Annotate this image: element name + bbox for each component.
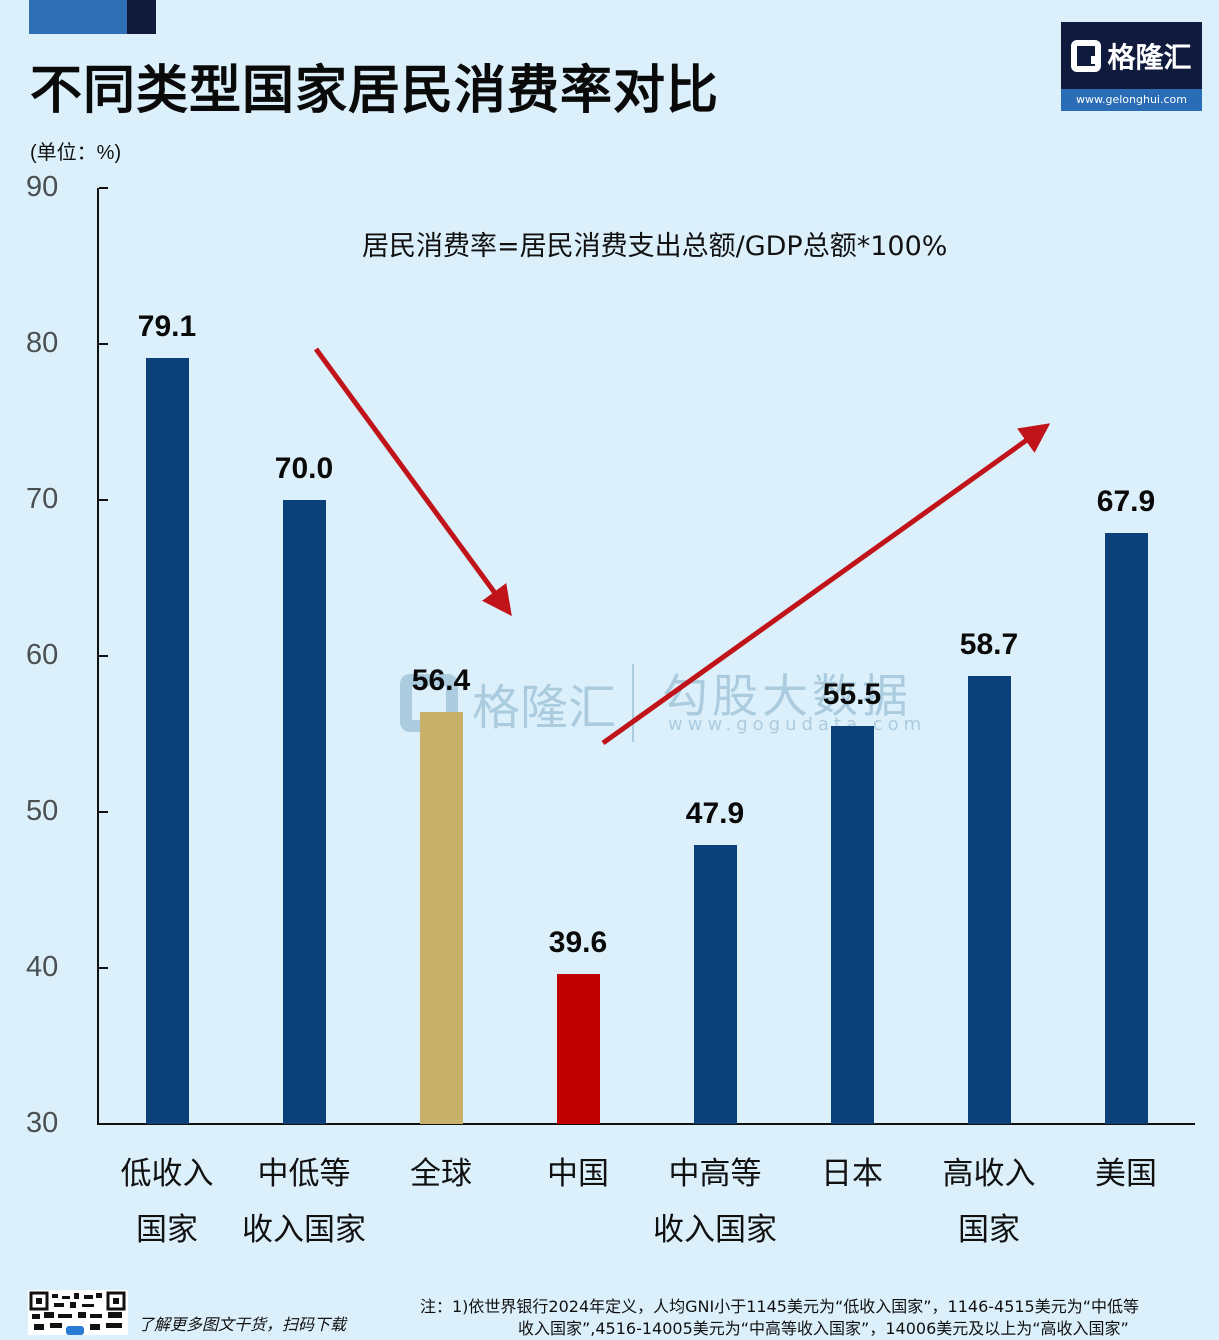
y-tick-mark bbox=[99, 1123, 108, 1125]
bar bbox=[1104, 532, 1148, 1124]
y-tick-mark bbox=[99, 967, 108, 969]
category-label: 全球 bbox=[366, 1146, 516, 1202]
category-label-line-2: 收入国家 bbox=[242, 1212, 366, 1248]
category-label: 中高等 收入国家 bbox=[640, 1146, 790, 1258]
category-label-line-2: 国家 bbox=[136, 1212, 198, 1248]
bar-value-label: 58.7 bbox=[959, 628, 1019, 662]
y-tick-mark bbox=[99, 343, 108, 345]
y-tick-label: 40 bbox=[26, 951, 59, 983]
category-label-line-1: 日本 bbox=[821, 1156, 883, 1192]
category-label: 高收入 国家 bbox=[914, 1146, 1064, 1258]
y-tick-mark bbox=[99, 811, 108, 813]
category-label-line-1: 美国 bbox=[1095, 1156, 1157, 1192]
logo-url: www.gelonghui.com bbox=[1061, 89, 1202, 111]
header-accent-block-dark bbox=[127, 0, 156, 34]
footnote: 注：1)依世界银行2024年定义，人均GNI小于1145美元为“低收入国家”，1… bbox=[420, 1296, 1215, 1340]
category-label-line-1: 高收入 bbox=[942, 1156, 1036, 1192]
y-tick-label: 80 bbox=[26, 327, 59, 359]
y-tick-mark bbox=[99, 655, 108, 657]
formula-annotation: 居民消费率=居民消费支出总额/GDP总额*100% bbox=[362, 231, 948, 262]
category-label: 日本 bbox=[777, 1146, 927, 1202]
bar bbox=[419, 712, 463, 1124]
qr-code-icon bbox=[29, 1291, 126, 1335]
logo-brand-text: 格隆汇 bbox=[1107, 40, 1192, 74]
bar bbox=[282, 500, 326, 1124]
header-accent-block bbox=[29, 0, 127, 34]
category-label: 低收入 国家 bbox=[92, 1146, 242, 1258]
y-tick-label: 60 bbox=[26, 639, 59, 671]
footnote-line-2: 收入国家”,4516-14005美元为“中高等收入国家”，14006美元及以上为… bbox=[518, 1319, 1129, 1338]
bar bbox=[967, 676, 1011, 1124]
category-label-line-1: 中高等 bbox=[668, 1156, 762, 1192]
bar-value-label: 67.9 bbox=[1096, 484, 1156, 518]
bar-value-label: 56.4 bbox=[411, 664, 471, 698]
bar bbox=[693, 844, 737, 1124]
chart-title: 不同类型国家居民消费率对比 bbox=[30, 61, 720, 121]
y-tick-label: 90 bbox=[26, 171, 59, 203]
x-axis bbox=[97, 1123, 1195, 1125]
y-tick-label: 70 bbox=[26, 483, 59, 515]
bar bbox=[145, 358, 189, 1124]
y-tick-label: 30 bbox=[26, 1107, 59, 1139]
category-label: 美国 bbox=[1051, 1146, 1201, 1202]
category-label-line-2: 国家 bbox=[958, 1212, 1020, 1248]
category-label: 中低等 收入国家 bbox=[229, 1146, 379, 1258]
category-label-line-1: 全球 bbox=[410, 1156, 472, 1192]
qr-code[interactable] bbox=[28, 1290, 128, 1335]
bar bbox=[556, 974, 600, 1124]
bar-value-label: 39.6 bbox=[548, 926, 608, 960]
category-label-line-1: 中国 bbox=[547, 1156, 609, 1192]
y-tick-mark bbox=[99, 187, 108, 189]
bar-value-label: 47.9 bbox=[685, 796, 745, 830]
bar-value-label: 55.5 bbox=[822, 678, 882, 712]
bar-value-label: 79.1 bbox=[137, 310, 197, 344]
bar-value-label: 70.0 bbox=[274, 452, 334, 485]
up-arrow-icon bbox=[601, 423, 1051, 746]
logo-g-icon bbox=[1071, 39, 1102, 72]
down-arrow-icon bbox=[313, 347, 512, 617]
brand-logo: 格隆汇 www.gelonghui.com bbox=[1061, 22, 1202, 111]
category-label-line-1: 中低等 bbox=[257, 1156, 351, 1192]
download-cta: 了解更多图文干货，扫码下载 bbox=[138, 1315, 347, 1334]
category-label: 中国 bbox=[503, 1146, 653, 1202]
footnote-line-1: 注：1)依世界银行2024年定义，人均GNI小于1145美元为“低收入国家”，1… bbox=[420, 1297, 1140, 1316]
y-tick-mark bbox=[99, 499, 108, 501]
bar bbox=[830, 726, 874, 1124]
y-tick-label: 50 bbox=[26, 795, 59, 827]
category-label-line-1: 低收入 bbox=[120, 1156, 214, 1192]
unit-label: (单位：%) bbox=[30, 142, 122, 164]
category-label-line-2: 收入国家 bbox=[653, 1212, 777, 1248]
y-axis bbox=[97, 188, 99, 1125]
